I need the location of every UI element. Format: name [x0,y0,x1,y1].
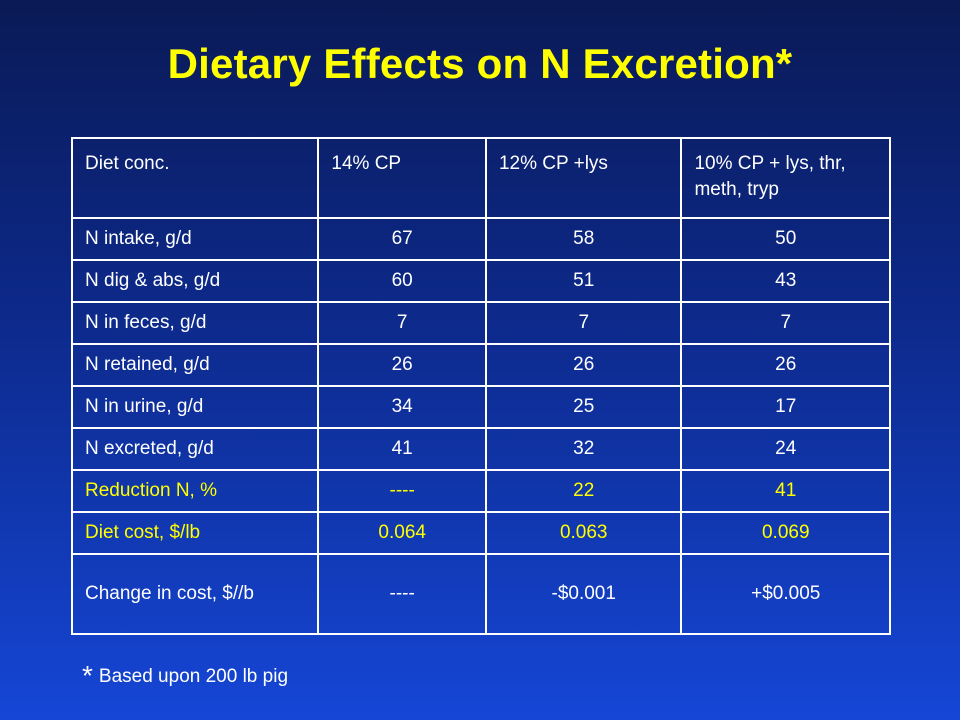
table-row: N excreted, g/d 41 32 24 [70,427,891,471]
row-label: N retained, g/d [70,343,320,387]
row-label: Change in cost, $//b [70,553,320,635]
table-cell: 0.064 [317,511,487,555]
slide-title: Dietary Effects on N Excretion* [167,40,793,87]
header-12-cp-lys: 12% CP +lys [484,137,683,219]
table-cell: 24 [680,427,891,471]
header-14-cp: 14% CP [317,137,487,219]
table-row: N retained, g/d 26 26 26 [70,343,891,387]
table-cell: 41 [680,469,891,513]
table-cell: 58 [484,217,683,261]
row-label: N in feces, g/d [70,301,320,345]
table-cell: 26 [317,343,487,387]
table-row: N in urine, g/d 34 25 17 [70,385,891,429]
table-cell: ---- [317,469,487,513]
header-10-cp-amino-acids: 10% CP + lys, thr, meth, tryp [680,137,891,219]
table-row: N intake, g/d 67 58 50 [70,217,891,261]
table-cell: +$0.005 [680,553,891,635]
table-cell: 7 [484,301,683,345]
row-label: Reduction N, % [70,469,320,513]
table-cell: 25 [484,385,683,429]
table-cell: 0.069 [680,511,891,555]
table-cell: 7 [680,301,891,345]
table-cell: 26 [484,343,683,387]
table-cell: 26 [680,343,891,387]
table-cell: 17 [680,385,891,429]
table-row: N in feces, g/d 7 7 7 [70,301,891,345]
table-cell: 60 [317,259,487,303]
row-label: N intake, g/d [70,217,320,261]
table-row-highlight: Diet cost, $/lb 0.064 0.063 0.069 [70,511,891,555]
row-label: Diet cost, $/lb [70,511,320,555]
footnote-text: Based upon 200 lb pig [98,666,289,687]
row-label: N excreted, g/d [70,427,320,471]
table-cell: 32 [484,427,683,471]
table-cell: 50 [680,217,891,261]
table-row: N dig & abs, g/d 60 51 43 [70,259,891,303]
table-header-row: Diet conc. 14% CP 12% CP +lys 10% CP + l… [70,137,891,219]
table-cell: 0.063 [484,511,683,555]
table-cell: 22 [484,469,683,513]
excretion-table: Diet conc. 14% CP 12% CP +lys 10% CP + l… [70,137,891,635]
row-label: N in urine, g/d [70,385,320,429]
table-cell: 41 [317,427,487,471]
table-cell: 67 [317,217,487,261]
table-cell: 34 [317,385,487,429]
table-cell: 51 [484,259,683,303]
table-row: Change in cost, $//b ---- -$0.001 +$0.00… [70,553,891,635]
table-cell: 7 [317,301,487,345]
table-cell: 43 [680,259,891,303]
footnote: * Based upon 200 lb pig [82,660,288,692]
table-cell: ---- [317,553,487,635]
table-row-highlight: Reduction N, % ---- 22 41 [70,469,891,513]
row-label: N dig & abs, g/d [70,259,320,303]
table-cell: -$0.001 [484,553,683,635]
header-diet-conc: Diet conc. [70,137,320,219]
footnote-star: * [82,660,93,691]
